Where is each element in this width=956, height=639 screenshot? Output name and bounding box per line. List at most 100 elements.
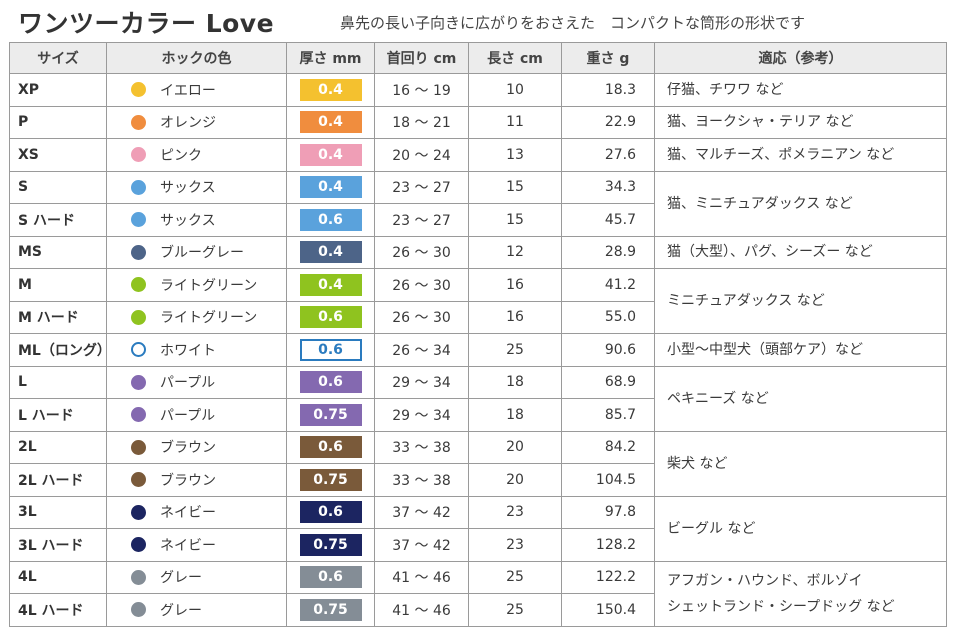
cell-length: 15 [468,170,562,204]
hook-color-label: ライトグリーン [160,277,258,294]
hook-color-label: ブラウン [160,472,216,489]
hook-color-label: ネイビー [160,505,216,522]
color-dot-icon [131,309,146,325]
cell-aptitude: ペキニーズ など [654,365,947,432]
thickness-badge: 0.4 [299,176,362,199]
cell-neck: 23 ～ 27 [374,203,469,237]
aptitude-line: シェットランド・シープドッグ など [667,598,895,615]
cell-thickness: 0.75 [286,398,375,432]
color-dot-icon [131,82,146,98]
cell-aptitude: 猫、ミニチュアダックス など [654,170,947,237]
cell-thickness: 0.6 [286,300,375,334]
cell-size: MS [9,235,107,269]
cell-hook-color: ライトグリーン [106,268,287,302]
header-length: 長さ cm [468,42,562,74]
table-row: M ライトグリーン 0.4 26 ～ 30 16 41.2 ミニチュアダックス など [9,268,947,334]
thickness-badge: 0.6 [299,371,362,394]
cell-length: 15 [468,203,562,237]
table-row: 2L ブラウン 0.6 33 ～ 38 20 84.2 柴犬 など [9,430,947,497]
thickness-badge: 0.6 [299,436,362,459]
cell-size: P [9,105,107,139]
cell-neck: 29 ～ 34 [374,365,469,399]
cell-thickness: 0.4 [286,268,375,302]
hook-color-label: グレー [160,570,202,587]
color-dot-icon [131,439,146,455]
cell-thickness: 0.75 [286,463,375,497]
cell-aptitude: アフガン・ハウンド、ボルゾイ シェットランド・シープドッグ など [654,560,947,627]
hook-color-label: ブラウン [160,440,216,457]
cell-neck: 20 ～ 24 [374,138,469,172]
thickness-badge: 0.4 [299,143,362,166]
cell-thickness: 0.6 [286,560,375,594]
cell-aptitude: 小型～中型犬（頭部ケア）など [654,333,947,367]
cell-size: S ハード [9,203,107,237]
page-title: ワンツーカラー Love [18,9,275,38]
hook-color-label: サックス [160,180,216,197]
table-row: XS ピンク 0.4 20 ～ 24 13 27.6 猫、マルチーズ、ポメラニアン など [9,138,947,172]
cell-neck: 18 ～ 21 [374,105,469,139]
cell-hook-color: サックス [106,203,287,237]
header-weight: 重さ g [561,42,655,74]
hook-color-label: グレー [160,602,202,619]
color-dot-icon [131,472,146,488]
cell-neck: 37 ～ 42 [374,495,469,529]
header-hook-color: ホックの色 [106,42,287,74]
hook-color-label: ライトグリーン [160,310,258,327]
cell-length: 16 [468,268,562,302]
cell-thickness: 0.4 [286,138,375,172]
thickness-badge: 0.75 [299,403,362,426]
size-table: サイズ ホックの色 厚さ mm 首回り cm 長さ cm 重さ g 適応（参考）… [9,42,947,627]
thickness-badge: 0.75 [299,598,362,621]
cell-hook-color: パープル [106,398,287,432]
cell-weight: 150.4 [561,593,655,627]
cell-neck: 26 ～ 30 [374,300,469,334]
cell-weight: 55.0 [561,300,655,334]
color-dot-icon [131,342,146,358]
cell-hook-color: ネイビー [106,495,287,529]
cell-neck: 37 ～ 42 [374,528,469,562]
cell-hook-color: サックス [106,170,287,204]
table-row: 4L グレー 0.6 41 ～ 46 25 122.2 アフガン・ハウンド、ボルゾイ シェット… [9,560,947,627]
cell-aptitude: 仔猫、チワワ など [654,73,947,107]
cell-length: 25 [468,333,562,367]
table-row: P オレンジ 0.4 18 ～ 21 11 22.9 猫、ヨークシャ・テリア など [9,105,947,139]
thickness-badge: 0.4 [299,273,362,296]
cell-hook-color: グレー [106,560,287,594]
cell-size: 2L ハード [9,463,107,497]
cell-length: 10 [468,73,562,107]
table-row: XP イエロー 0.4 16 ～ 19 10 18.3 仔猫、チワワ など [9,73,947,107]
cell-weight: 27.6 [561,138,655,172]
cell-weight: 34.3 [561,170,655,204]
color-dot-icon [131,147,146,163]
thickness-badge: 0.4 [299,111,362,134]
thickness-badge: 0.6 [299,338,362,361]
header-neck: 首回り cm [374,42,469,74]
cell-length: 23 [468,495,562,529]
table-row: 2L ハード ブラウン 0.75 33 ～ 38 20 104.5 [9,463,947,497]
cell-aptitude: ビーグル など [654,495,947,562]
color-dot-icon [131,212,146,228]
cell-thickness: 0.6 [286,495,375,529]
hook-color-label: ブルーグレー [160,245,244,262]
cell-length: 11 [468,105,562,139]
cell-length: 25 [468,593,562,627]
cell-weight: 41.2 [561,268,655,302]
cell-length: 18 [468,398,562,432]
cell-aptitude: 猫、ヨークシャ・テリア など [654,105,947,139]
cell-thickness: 0.6 [286,333,375,367]
cell-weight: 22.9 [561,105,655,139]
hook-color-label: ホワイト [160,342,216,359]
cell-aptitude: 猫、マルチーズ、ポメラニアン など [654,138,947,172]
color-dot-icon [131,537,146,553]
color-dot-icon [131,277,146,293]
cell-hook-color: イエロー [106,73,287,107]
cell-hook-color: パープル [106,365,287,399]
cell-size: 3L [9,495,107,529]
cell-aptitude: ミニチュアダックス など [654,268,947,334]
cell-weight: 122.2 [561,560,655,594]
hook-color-label: パープル [160,407,216,424]
cell-hook-color: グレー [106,593,287,627]
cell-size: L ハード [9,398,107,432]
cell-neck: 16 ～ 19 [374,73,469,107]
header-thickness: 厚さ mm [286,42,375,74]
